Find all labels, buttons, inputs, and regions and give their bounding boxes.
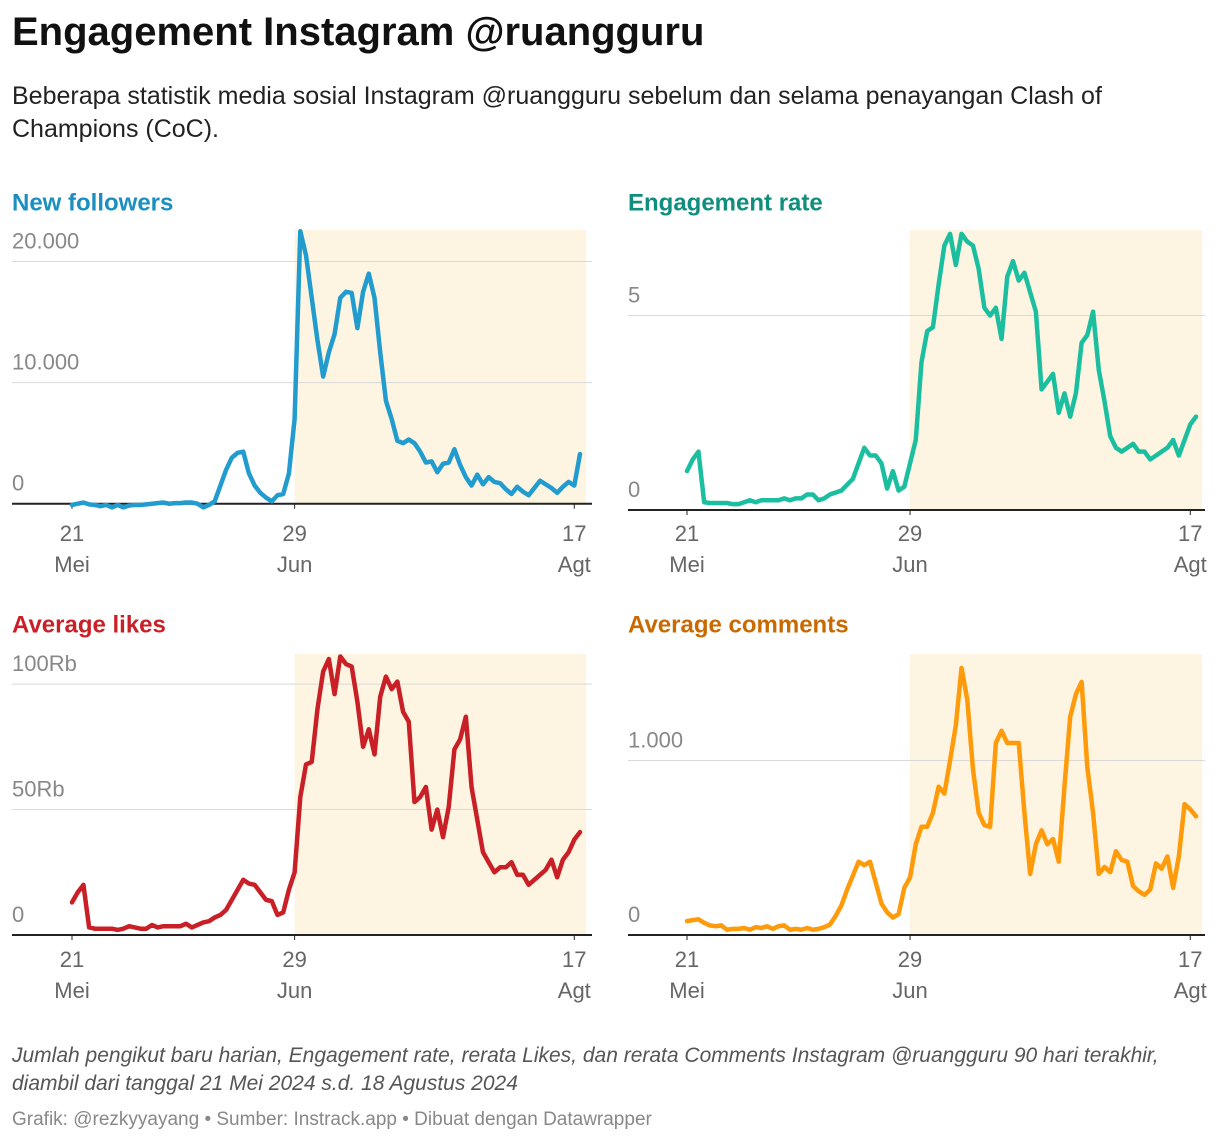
data-line	[69, 228, 583, 510]
y-tick-label: 10.000	[12, 349, 79, 374]
x-tick-label: Mei	[669, 552, 704, 577]
y-tick-label: 100Rb	[12, 651, 77, 676]
x-tick-label: 29	[282, 521, 306, 546]
panel-title: New followers	[12, 189, 173, 216]
panel-title: Average comments	[628, 611, 849, 638]
data-line	[69, 654, 583, 933]
x-tick-label: 29	[898, 521, 922, 546]
x-tick-label: 17	[562, 947, 586, 972]
panel-title: Average likes	[12, 611, 166, 638]
x-tick-label: 21	[60, 521, 84, 546]
x-tick-label: Mei	[54, 978, 89, 1003]
x-tick-label: Agt	[558, 978, 591, 1003]
y-tick-label: 0	[628, 902, 640, 927]
x-tick-label: Mei	[54, 552, 89, 577]
y-tick-label: 50Rb	[12, 776, 65, 801]
panel-title: Engagement rate	[628, 189, 823, 216]
highlight-band	[910, 230, 1202, 510]
x-tick-label: 29	[898, 947, 922, 972]
highlight-band	[294, 654, 586, 935]
x-tick-label: Jun	[277, 552, 312, 577]
x-tick-label: Mei	[669, 978, 704, 1003]
x-tick-label: 17	[1178, 947, 1202, 972]
x-tick-label: 21	[675, 521, 699, 546]
y-tick-label: 1.000	[628, 727, 683, 752]
x-tick-label: 21	[60, 947, 84, 972]
x-tick-label: Agt	[1174, 552, 1207, 577]
x-tick-label: 21	[675, 947, 699, 972]
x-tick-label: Jun	[892, 552, 927, 577]
y-tick-label: 0	[12, 471, 24, 496]
y-tick-label: 0	[12, 902, 24, 927]
highlight-band	[294, 230, 586, 504]
title: Engagement Instagram @ruangguru	[12, 10, 705, 54]
x-tick-label: Agt	[558, 552, 591, 577]
x-tick-label: Jun	[277, 978, 312, 1003]
note: Jumlah pengikut baru harian, Engagement …	[12, 1044, 1159, 1095]
data-line	[684, 231, 1199, 507]
y-tick-label: 5	[628, 282, 640, 307]
x-tick-label: 17	[1178, 521, 1202, 546]
x-tick-label: Jun	[892, 978, 927, 1003]
highlight-band	[910, 654, 1202, 935]
x-tick-label: Agt	[1174, 978, 1207, 1003]
credits: Grafik: @rezkyyayang • Sumber: Instrack.…	[12, 1109, 652, 1130]
x-tick-label: 29	[282, 947, 306, 972]
y-tick-label: 20.000	[12, 228, 79, 253]
charts: New followers 0 10.000 20.000 21 Mei 29 Jun 17 Ag…	[12, 189, 1207, 1003]
data-line	[684, 665, 1199, 933]
y-tick-label: 0	[628, 477, 640, 502]
x-tick-label: 17	[562, 521, 586, 546]
subtitle: Beberapa statistik media sosial Instagra…	[12, 82, 1102, 143]
